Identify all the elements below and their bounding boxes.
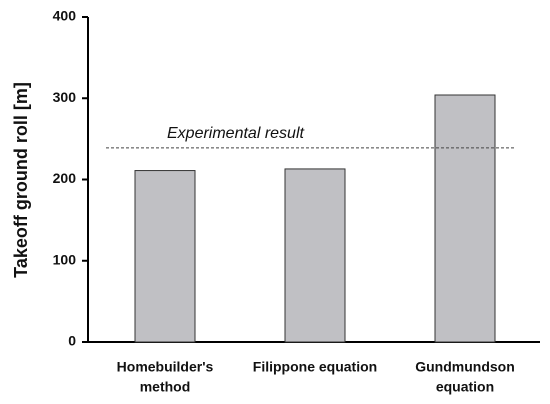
x-tick-label: equation (436, 379, 494, 395)
y-tick-label: 400 (53, 8, 77, 24)
x-tick-label: Homebuilder's (117, 359, 214, 375)
y-tick-label: 100 (53, 251, 77, 267)
x-tick-label: method (140, 379, 191, 395)
bar (134, 170, 196, 343)
y-axis-label: Takeoff ground roll [m] (11, 82, 31, 278)
bar (434, 94, 496, 343)
reference-label: Experimental result (167, 125, 305, 142)
y-tick-label: 0 (68, 333, 76, 349)
y-tick-label: 300 (53, 89, 77, 105)
x-tick-label: Gundmundson (415, 359, 515, 375)
bar (284, 168, 346, 343)
x-tick-label: Filippone equation (253, 359, 377, 375)
y-tick-label: 200 (53, 170, 77, 186)
